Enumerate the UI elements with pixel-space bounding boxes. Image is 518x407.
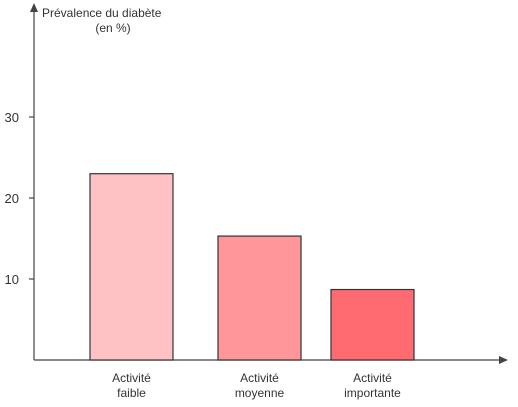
bar-3 [330,288,415,361]
y-axis-ticks: 10 20 30 [5,110,34,287]
category-label-1-line-2: faible [117,386,146,400]
x-axis-arrow-icon [499,356,508,364]
x-axis-labels: ActivitéfaibleActivitémoyenneActivitéimp… [112,371,401,400]
y-tick-label: 10 [5,272,19,287]
y-tick-label: 20 [5,191,19,206]
bars-group [89,173,415,361]
y-axis-title-line-2: (en %) [95,21,130,35]
bar-2 [217,235,302,361]
category-label-2-line-1: Activité [240,371,279,385]
category-label-3-line-2: importante [344,386,401,400]
category-label-1-line-1: Activité [112,371,151,385]
bar-1 [89,173,174,361]
y-axis-arrow-icon [30,3,38,12]
y-axis-title-line-1: Prévalence du diabète [42,6,162,20]
category-label-3-line-1: Activité [353,371,392,385]
category-label-2-line-2: moyenne [235,386,285,400]
y-tick-label: 30 [5,110,19,125]
